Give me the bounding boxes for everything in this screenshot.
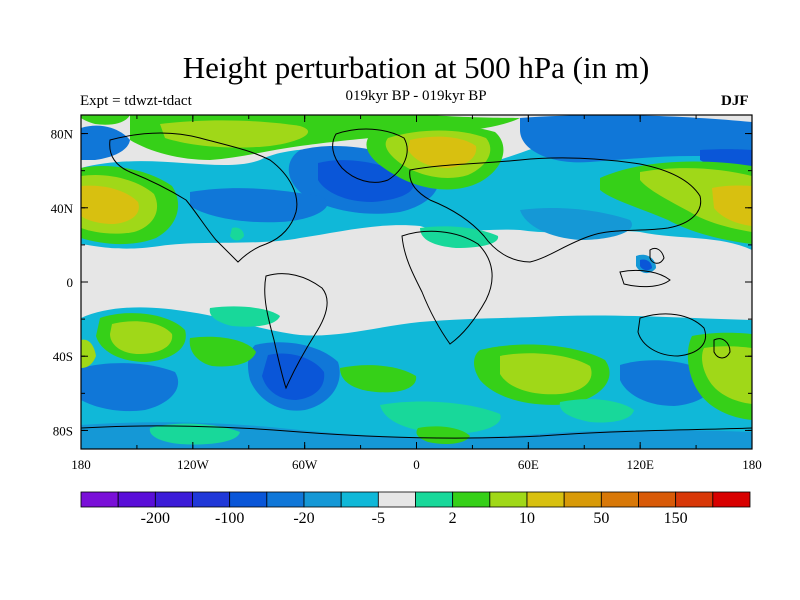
y-tick-label: 40N <box>51 201 74 216</box>
x-tick-label: 180 <box>742 457 762 472</box>
colorbar-swatch <box>638 491 677 508</box>
colorbar-label: -200 <box>141 510 170 527</box>
x-tick-label: 0 <box>413 457 420 472</box>
colorbar-swatch <box>303 491 342 508</box>
colorbar-label: 2 <box>449 510 457 527</box>
colorbar-swatch <box>526 491 565 508</box>
colorbar-swatch <box>154 491 193 508</box>
colorbar-swatch <box>712 491 751 508</box>
x-tick-label: 180 <box>71 457 91 472</box>
map-title: Height perturbation at 500 hPa (in m) <box>182 50 650 85</box>
y-tick-label: 80N <box>51 127 74 142</box>
colorbar-swatch <box>192 491 231 508</box>
north-pacific-positive-west <box>81 166 179 245</box>
north-pacific-positive-east <box>600 161 752 244</box>
colorbar-swatch <box>117 491 156 508</box>
season-label: DJF <box>721 93 749 109</box>
colorbar-swatch <box>415 491 454 508</box>
colorbar-swatch <box>377 491 416 508</box>
map-plot-area <box>81 115 752 449</box>
x-tick-label: 120W <box>177 457 210 472</box>
coastlines <box>81 128 752 439</box>
x-tick-label: 120E <box>626 457 654 472</box>
colorbar-swatch <box>600 491 639 508</box>
colorbar-swatch <box>563 491 602 508</box>
experiment-label: Expt = tdwzt-tdact <box>80 93 192 109</box>
colorbar-swatch <box>229 491 268 508</box>
colorbar-label: -20 <box>293 510 314 527</box>
x-tick-label: 60W <box>292 457 318 472</box>
colorbar-label: 10 <box>519 510 535 527</box>
colorbar-swatch <box>266 491 305 508</box>
x-tick-label: 60E <box>518 457 539 472</box>
colorbar-swatch <box>340 491 379 508</box>
colorbar-swatch <box>675 491 714 508</box>
y-tick-label: 80S <box>53 423 73 438</box>
y-tick-label: 40S <box>53 349 73 364</box>
colorbar: -200 -100 -20 -5 2 10 50 150 <box>80 491 751 527</box>
colorbar-label: 50 <box>593 510 609 527</box>
greenland-positive <box>366 124 504 190</box>
colorbar-swatch <box>489 491 528 508</box>
y-tick-label: 0 <box>67 275 74 290</box>
colorbar-label: -100 <box>215 510 244 527</box>
axis-ticks: 180 120W 60W 0 60E 120E 180 80N 40N 0 40S 80S <box>51 115 762 472</box>
map-subtitle: 019kyr BP - 019kyr BP <box>345 88 487 104</box>
northern-negative-band <box>81 115 752 250</box>
southern-positive-regions <box>81 306 752 445</box>
colorbar-swatch <box>452 491 491 508</box>
colorbar-label: -5 <box>372 510 385 527</box>
colorbar-label: 150 <box>664 510 688 527</box>
colorbar-swatch <box>80 491 119 508</box>
